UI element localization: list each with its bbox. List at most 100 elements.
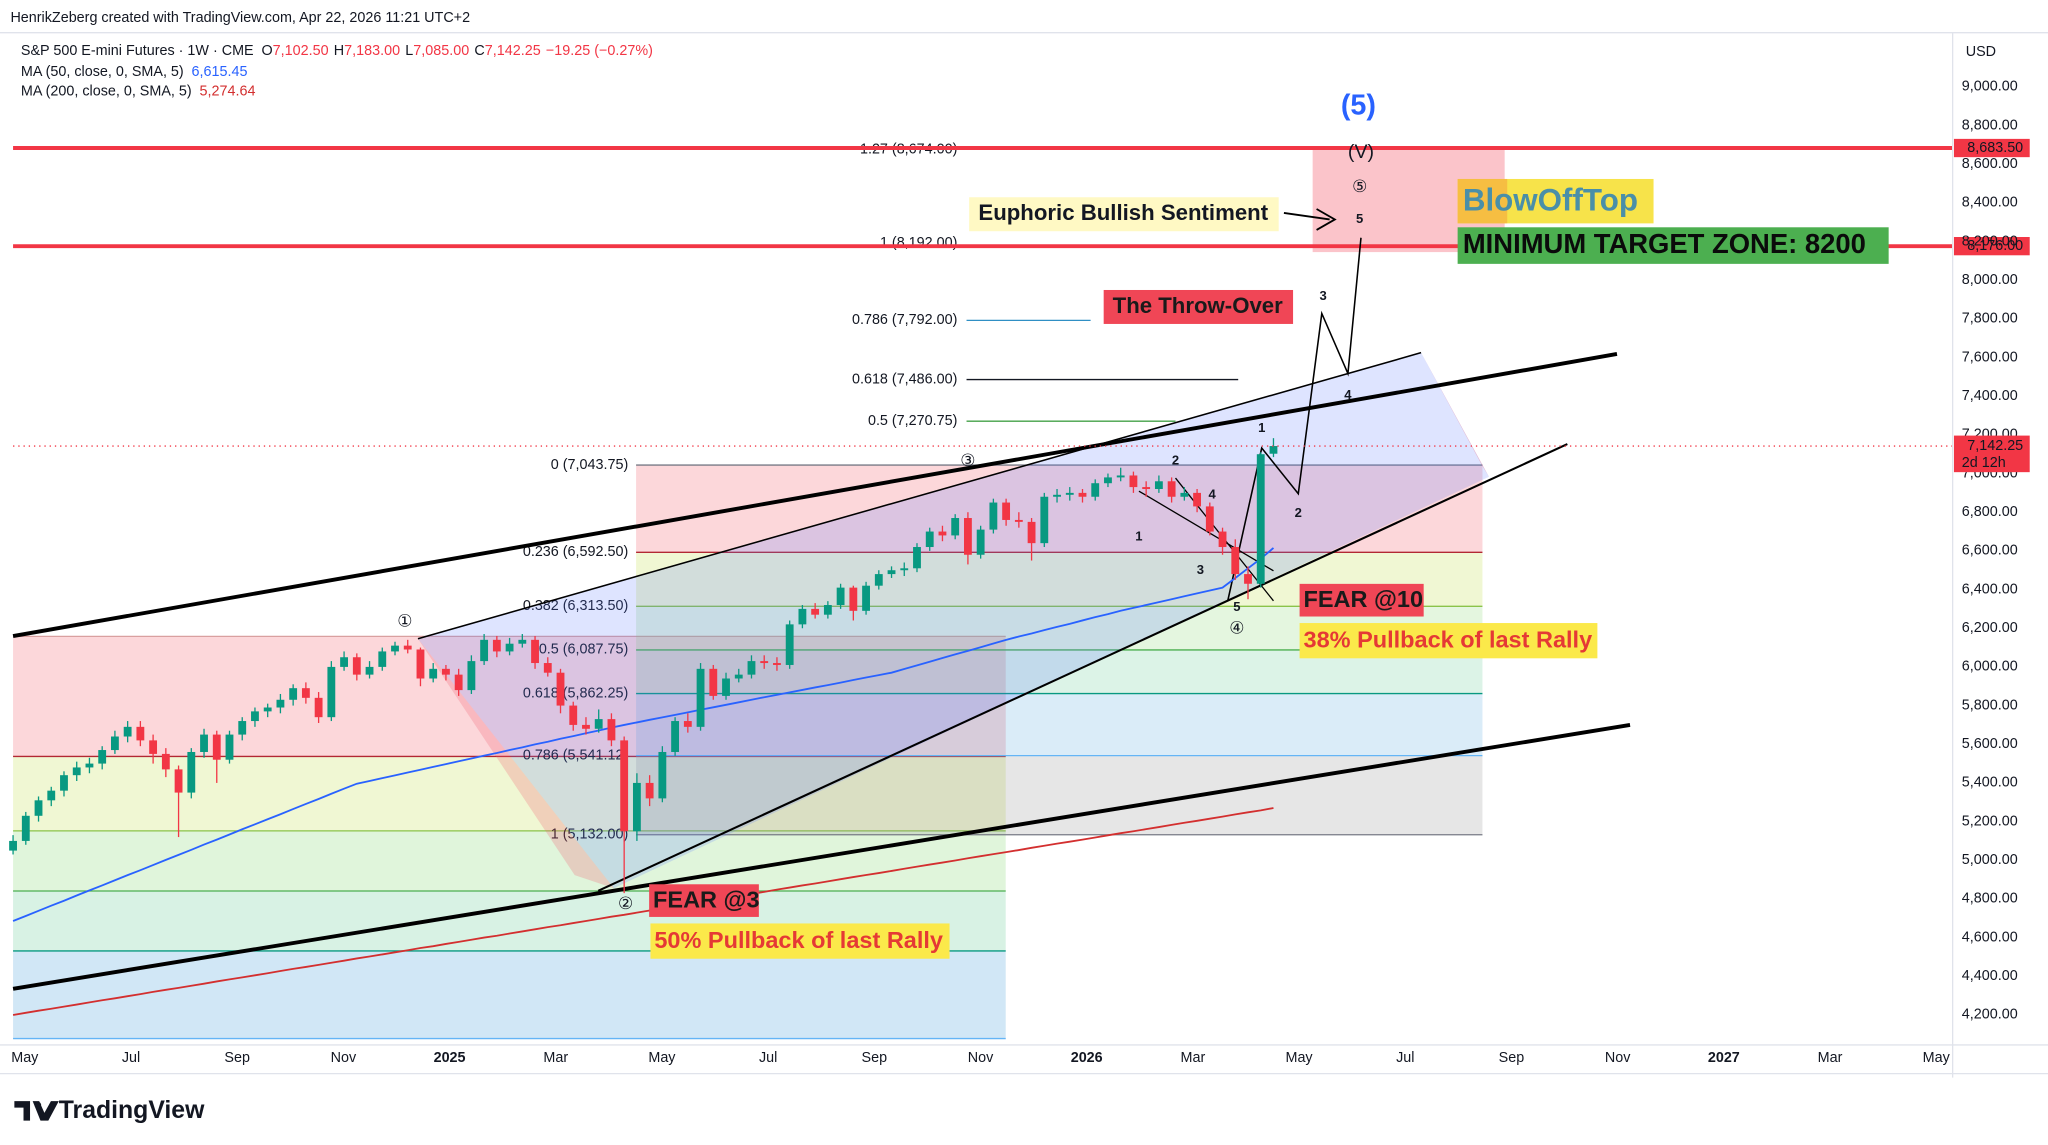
candle-body [773,663,781,665]
candle-body [811,608,820,615]
candle-body [225,734,234,760]
price-tag-label: 8,683.50 [1967,140,2023,156]
annotation: Euphoric Bullish Sentiment [978,200,1268,225]
wave-label: 5 [1233,599,1240,614]
label-box [1457,227,1889,264]
wave-label: 4 [1344,387,1352,402]
x-tick-label: Sep [862,1050,888,1066]
candle-body [1129,475,1138,488]
ohlc-key: L [405,43,413,59]
candle-body [913,547,921,569]
trendlines [12,237,1631,991]
label-box [1103,289,1294,324]
candle-body [467,661,476,691]
header: HenrikZeberg created with TradingView.co… [10,10,470,26]
x-tick-label: Mar [1818,1050,1843,1066]
candle-body [938,531,947,536]
candle-body [989,502,998,530]
candle-body [251,711,259,722]
candle-body [683,721,692,727]
candle-body [1256,454,1265,584]
title: S&P 500 E-mini Futures · 1W · CME [21,43,254,59]
x-tick-label: 2027 [1708,1050,1740,1066]
candle-body [1078,492,1087,497]
projection-path [1226,237,1362,602]
candle-body [900,568,909,571]
candle-body [314,697,323,718]
y-tick-label: 6,200.00 [1962,620,2018,636]
candle-body [1053,494,1061,497]
y-tick-label: 8,600.00 [1962,156,2018,172]
fib-label: 1 (5,132.00) [551,827,628,843]
fib-label: 0 (7,043.75) [551,457,628,473]
wave-label: 4 [1208,487,1216,502]
y-tick-label: 7,800.00 [1962,311,2018,327]
candle-body [1091,483,1100,497]
candle-body [187,751,196,793]
x-tick-label: Nov [331,1050,357,1066]
annotation: The Throw-Over [1113,293,1283,318]
wave-label: 3 [1319,288,1326,303]
candle-body [632,782,641,832]
label-box-accent [1457,178,1508,224]
channel-top [12,352,1618,639]
legend-name: MA (50, close, 0, SMA, 5) [21,64,184,80]
candle-body [569,705,578,725]
x-tick-label: 2025 [434,1050,466,1066]
candle-body [798,608,807,625]
legend-value: 5,274.64 [200,83,256,99]
price-tag [1953,435,2030,473]
wave-label: ① [397,612,412,632]
annotation: FEAR @3 [653,886,759,912]
wave-label: 5 [1356,211,1363,226]
arrow-head [1316,208,1337,231]
candle-body [645,782,654,799]
wave-label: 3 [1197,562,1204,577]
legend-ma: MA (50, close, 0, SMA, 5) 6,615.45 [21,64,248,80]
y-tick-label: 7,600.00 [1962,349,2018,365]
fib-label: 0.786 (5,541.12) [523,747,628,763]
y-tick-label: 4,600.00 [1962,929,2018,945]
annotation: BlowOffTop [1463,183,1638,218]
candle-body [200,734,208,752]
candles [9,438,1278,894]
ma-line [12,807,1274,1016]
annotation: 38% Pullback of last Rally [1304,627,1593,653]
candle-body [34,800,43,816]
candle-body [9,840,17,851]
candle-body [161,753,170,770]
candle-body [263,707,272,712]
candle-body [110,736,119,751]
candle-body [480,639,489,662]
candle-body [785,624,794,665]
wave-label: 1 [1135,528,1142,543]
candle-body [1142,487,1151,490]
candle-body [963,518,972,555]
brand: TradingView [14,1097,205,1124]
price-axis-bg [1952,32,2048,1078]
fib-band [636,693,1483,756]
currency: USD [1966,44,1996,60]
candle-body [136,726,145,741]
y-tick-label: 5,400.00 [1962,775,2018,791]
x-tick-label: Mar [1181,1050,1206,1066]
countdown: 2d 12h [1962,455,2006,471]
wave-label: 1 [1258,420,1265,435]
wave-label: 2 [1295,505,1302,520]
candle-body [1154,481,1163,490]
fib-label: 0.236 (6,592.50) [523,544,628,560]
x-tick-label: Mar [543,1050,568,1066]
annotation: FEAR @10 [1304,586,1424,612]
candle-body [976,529,985,555]
candle-body [874,574,883,586]
candle-body [734,674,743,679]
candle-body [276,699,285,708]
x-tick-label: May [1923,1050,1951,1066]
price-tag [1953,138,2030,158]
ohlc-value: 7,102.50 [273,43,329,59]
label-box [1299,583,1424,617]
y-tick-label: 4,200.00 [1962,1007,2018,1023]
candle-body [289,688,298,700]
candle-body [1104,477,1112,484]
